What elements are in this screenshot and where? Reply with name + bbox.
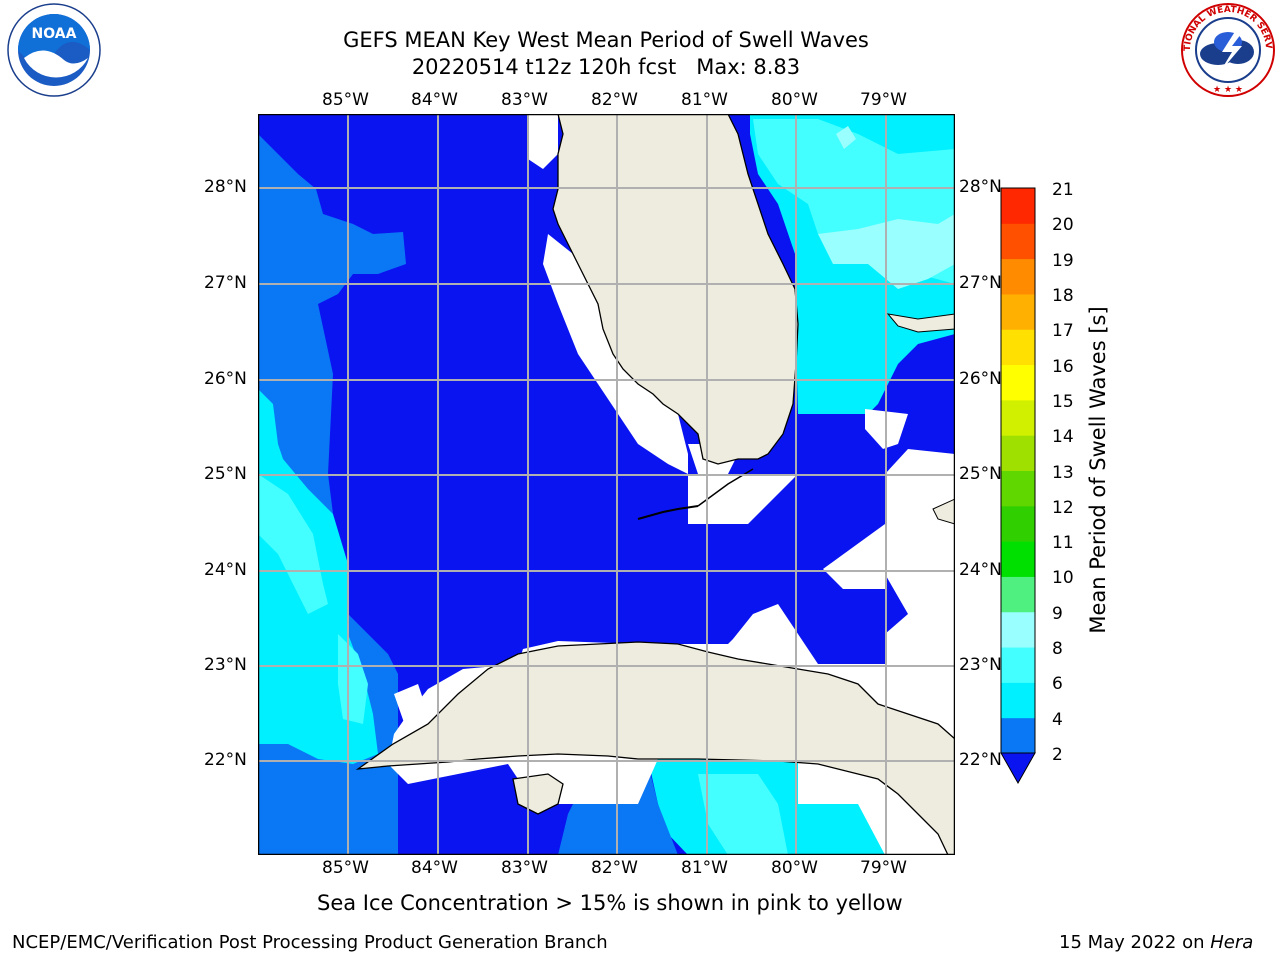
swell-zone-8-9s: [836, 126, 856, 149]
lon-label-top: 80°W: [771, 90, 818, 110]
lon-label-bottom: 85°W: [322, 858, 369, 878]
svg-text:NOAA: NOAA: [32, 26, 77, 42]
colorbar-tick-label: 13: [1052, 462, 1074, 483]
lon-label-top: 84°W: [411, 90, 458, 110]
lon-label-bottom: 82°W: [591, 858, 638, 878]
colorbar-ticks: 2 4 6 8 9 10 11 12 13 14 15 16 17 18 19 20 21: [1052, 178, 1112, 778]
colorbar-segment: [1001, 611, 1035, 648]
swell-zone-6-8s: [338, 634, 368, 724]
lat-label-right: 27°N: [959, 273, 1002, 293]
footer-date-text: 15 May 2022 on: [1059, 932, 1211, 953]
swell-zone-6-8s: [698, 774, 788, 855]
lat-label-left: 24°N: [204, 560, 247, 580]
colorbar-segment: [1001, 682, 1035, 719]
colorbar-tick-label: 4: [1052, 709, 1063, 730]
lat-label-right: 28°N: [959, 177, 1002, 197]
lon-label-top: 83°W: [501, 90, 548, 110]
colorbar-tick-label: 8: [1052, 639, 1063, 660]
noaa-logo: NOAA: [4, 2, 104, 102]
colorbar-segment: [1001, 364, 1035, 401]
lat-label-right: 22°N: [959, 750, 1002, 770]
colorbar-segment: [1001, 293, 1035, 330]
lon-label-bottom: 84°W: [411, 858, 458, 878]
colorbar-tick-label: 9: [1052, 603, 1063, 624]
colorbar-label: Mean Period of Swell Waves [s]: [1086, 306, 1110, 634]
lon-label-top: 81°W: [681, 90, 728, 110]
lon-label-bottom: 80°W: [771, 858, 818, 878]
lat-label-right: 26°N: [959, 369, 1002, 389]
colorbar-tick-label: 19: [1052, 250, 1074, 271]
map-frame: [257, 113, 956, 856]
colorbar-segment: [1001, 188, 1035, 224]
colorbar-tick-label: 21: [1052, 180, 1074, 200]
lat-label-left: 28°N: [204, 177, 247, 197]
chart-subtitle: 20220514 t12z 120h fcst Max: 8.83: [411, 55, 801, 79]
colorbar-segment: [1001, 505, 1035, 542]
lon-label-top: 85°W: [322, 90, 369, 110]
colorbar: [1000, 186, 1036, 786]
colorbar-tick-label: 20: [1052, 215, 1074, 236]
colorbar-segment: [1001, 576, 1035, 613]
colorbar-segment: [1001, 399, 1035, 436]
no-data-area: [688, 474, 798, 524]
colorbar-tick-label: 12: [1052, 497, 1074, 518]
colorbar-tick-label: 10: [1052, 568, 1074, 589]
colorbar-tick-label: 2: [1052, 745, 1063, 765]
lat-label-right: 25°N: [959, 464, 1002, 484]
colorbar-tick-label: 6: [1052, 674, 1063, 695]
lon-label-bottom: 83°W: [501, 858, 548, 878]
lat-label-left: 27°N: [204, 273, 247, 293]
colorbar-segment: [1001, 541, 1035, 577]
no-data-area: [394, 684, 428, 734]
lon-label-top: 79°W: [860, 90, 907, 110]
colorbar-segment: [1001, 258, 1035, 295]
nws-logo: NATIONAL WEATHER SERVICE ★ ★ ★: [1174, 0, 1278, 102]
svg-text:★ ★ ★: ★ ★ ★: [1213, 85, 1243, 95]
colorbar-tick-label: 11: [1052, 533, 1074, 554]
no-data-area: [885, 449, 955, 524]
lon-label-bottom: 79°W: [860, 858, 907, 878]
colorbar-segment: [1001, 647, 1035, 683]
colorbar-tick-label: 15: [1052, 391, 1074, 412]
map-panel: [257, 113, 956, 856]
lat-label-left: 22°N: [204, 750, 247, 770]
lon-label-top: 82°W: [591, 90, 638, 110]
lat-label-right: 23°N: [959, 655, 1002, 675]
colorbar-segment: [1001, 470, 1035, 507]
colorbar-under-triangle: [1000, 752, 1036, 785]
land-florida: [552, 113, 799, 465]
lat-label-right: 24°N: [959, 560, 1002, 580]
florida-keys: [637, 505, 699, 520]
colorbar-frame: [1000, 187, 1036, 754]
lat-label-left: 23°N: [204, 655, 247, 675]
lon-label-bottom: 81°W: [681, 858, 728, 878]
colorbar-segment: [1001, 329, 1035, 366]
colorbar-tick-label: 14: [1052, 427, 1074, 448]
swell-zone-6-8s: [258, 474, 328, 614]
sea-ice-note: Sea Ice Concentration > 15% is shown in …: [317, 891, 903, 915]
colorbar-segment: [1001, 435, 1035, 471]
colorbar-tick-label: 17: [1052, 321, 1074, 342]
footer-date: 15 May 2022 on Hera: [1059, 932, 1253, 953]
footer-credit: NCEP/EMC/Verification Post Processing Pr…: [12, 932, 608, 953]
no-data-area: [528, 114, 558, 169]
colorbar-segment: [1001, 223, 1035, 260]
colorbar-segment: [1001, 717, 1035, 754]
land-isla-juventud: [512, 773, 564, 815]
colorbar-tick-label: 18: [1052, 285, 1074, 306]
footer-host: Hera: [1210, 932, 1254, 953]
lat-label-left: 26°N: [204, 369, 247, 389]
colorbar-tick-label: 16: [1052, 356, 1074, 377]
no-data-area: [823, 524, 885, 589]
lat-label-left: 25°N: [204, 464, 247, 484]
graticule: [258, 114, 955, 855]
chart-title: GEFS MEAN Key West Mean Period of Swell …: [343, 28, 869, 52]
